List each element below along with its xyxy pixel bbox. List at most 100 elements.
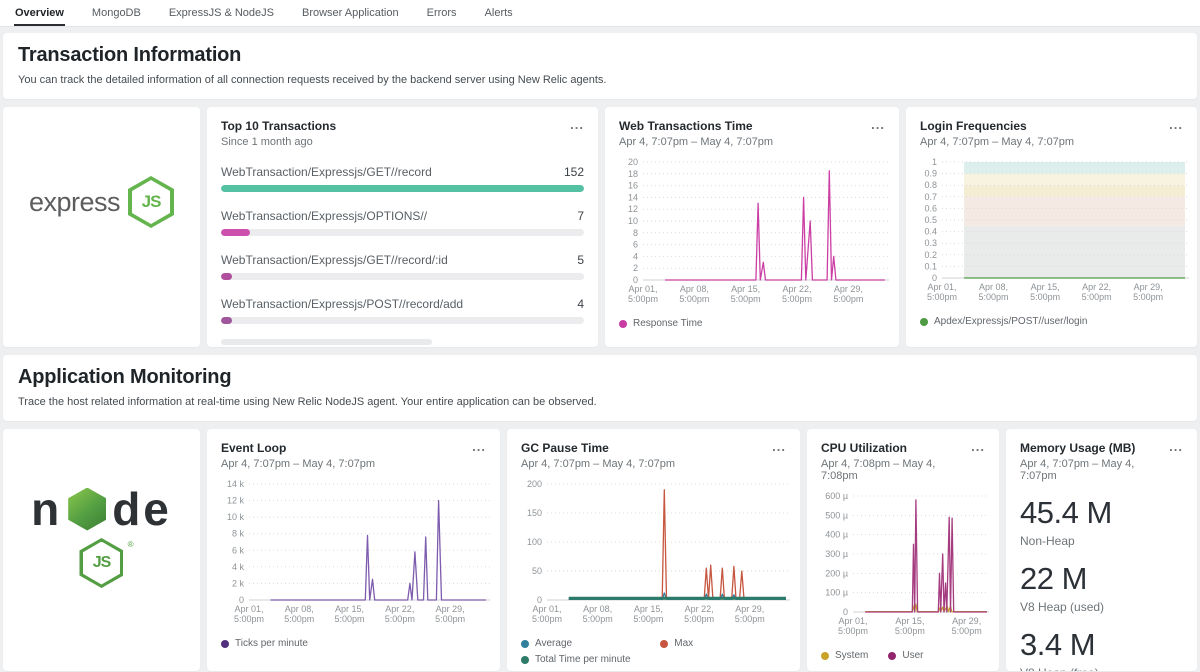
card-menu-button[interactable]: ... xyxy=(766,440,786,457)
metric-label: Non-Heap xyxy=(1020,534,1075,548)
svg-text:0: 0 xyxy=(239,595,244,605)
card-menu-button[interactable]: ... xyxy=(466,440,486,457)
tab-mongodb[interactable]: MongoDB xyxy=(91,7,142,26)
svg-text:5:00pm: 5:00pm xyxy=(838,626,868,636)
expressjs-hexagon-icon: JS xyxy=(128,176,175,228)
card-menu-button[interactable]: ... xyxy=(965,440,985,457)
gc-pause-time-card: GC Pause Time Apr 4, 7:07pm – May 4, 7:0… xyxy=(507,429,800,671)
nodejs-logo: n de JS ® xyxy=(31,486,172,588)
monitoring-section-subtitle: Trace the host related information at re… xyxy=(18,396,597,408)
svg-text:0.1: 0.1 xyxy=(924,261,937,271)
svg-text:16: 16 xyxy=(628,181,638,191)
metric-v8-heap-free: 3.4 M V8 Heap (free) xyxy=(1020,627,1183,671)
metric-v8-heap-used: 22 M V8 Heap (used) xyxy=(1020,561,1183,614)
svg-text:14: 14 xyxy=(628,192,638,202)
bar-track xyxy=(221,229,584,236)
top-10-transactions-card: Top 10 Transactions Since 1 month ago ..… xyxy=(207,107,598,347)
transaction-name: WebTransaction/Expressjs/GET//record/:id xyxy=(221,253,448,267)
registered-trademark-icon: ® xyxy=(127,540,134,549)
svg-text:Apr 29,: Apr 29, xyxy=(436,604,465,614)
chart-legend: Ticks per minute xyxy=(221,638,486,649)
svg-text:5:00pm: 5:00pm xyxy=(782,294,812,304)
monitoring-section-title: Application Monitoring xyxy=(18,366,232,388)
card-subtitle: Apr 4, 7:07pm – May 4, 7:07pm xyxy=(221,458,376,470)
svg-text:5:00pm: 5:00pm xyxy=(927,292,957,302)
cpu-utilization-card: CPU Utilization Apr 4, 7:08pm – May 4, 7… xyxy=(807,429,999,671)
card-title: Memory Usage (MB) xyxy=(1020,441,1136,455)
node-logo-text-n: n xyxy=(31,483,63,535)
card-menu-button[interactable]: ... xyxy=(1163,440,1183,457)
svg-text:600 µ: 600 µ xyxy=(825,492,848,501)
web-transactions-time-chart: 0 2 4 6 8 10 12 14 16 18 20 Apr 01, 5:00pm Apr 08, 5:0… xyxy=(619,157,889,311)
svg-text:5:00pm: 5:00pm xyxy=(385,614,415,624)
monitoring-section-header: Application Monitoring Trace the host re… xyxy=(3,355,1197,421)
svg-text:2: 2 xyxy=(633,263,638,273)
svg-text:Apr 15,: Apr 15, xyxy=(731,284,760,294)
svg-text:50: 50 xyxy=(532,566,542,576)
svg-text:200: 200 xyxy=(527,480,542,489)
tab-browser-application[interactable]: Browser Application xyxy=(301,7,400,26)
chart-legend: Average Max Total Time per minute xyxy=(521,638,786,665)
bar-track xyxy=(221,317,584,324)
svg-text:Apr 08,: Apr 08, xyxy=(680,284,709,294)
legend-dot-icon xyxy=(521,655,529,664)
node-logo-text-de: de xyxy=(112,483,172,535)
table-row[interactable]: WebTransaction/Expressjs/GET//record 152 xyxy=(221,165,584,192)
bar-fill xyxy=(221,273,232,280)
svg-text:Apr 08,: Apr 08, xyxy=(583,604,612,614)
bar-track xyxy=(221,185,584,192)
svg-text:6 k: 6 k xyxy=(232,545,245,555)
svg-text:5:00pm: 5:00pm xyxy=(979,292,1009,302)
card-menu-button[interactable]: ... xyxy=(1163,118,1183,135)
card-menu-button[interactable]: ... xyxy=(564,118,584,135)
svg-text:0: 0 xyxy=(537,595,542,605)
svg-text:500 µ: 500 µ xyxy=(825,510,848,520)
tab-alerts[interactable]: Alerts xyxy=(484,7,514,26)
svg-text:Apr 01,: Apr 01, xyxy=(628,284,657,294)
svg-text:Apr 29,: Apr 29, xyxy=(834,284,863,294)
chart-legend: Apdex/Expressjs/POST//user/login xyxy=(920,316,1183,327)
svg-text:5:00pm: 5:00pm xyxy=(731,294,761,304)
bar-fill xyxy=(221,317,232,324)
legend-item: Apdex/Expressjs/POST//user/login xyxy=(920,316,1087,327)
svg-text:0.2: 0.2 xyxy=(924,250,937,260)
svg-text:5:00pm: 5:00pm xyxy=(952,626,982,636)
nodejs-logo-card: n de JS ® xyxy=(3,429,200,671)
card-title: CPU Utilization xyxy=(821,441,907,455)
table-row[interactable]: WebTransaction/Expressjs/OPTIONS// 7 xyxy=(221,209,584,236)
svg-text:1: 1 xyxy=(932,158,937,167)
legend-dot-icon xyxy=(660,639,669,648)
tab-expressjs-nodejs[interactable]: ExpressJS & NodeJS xyxy=(168,7,275,26)
cpu-utilization-chart: 0 100 µ 200 µ 300 µ 400 µ 500 µ 600 µ Apr 01, 5:… xyxy=(821,491,989,643)
metric-value: 45.4 M xyxy=(1020,495,1112,530)
svg-text:Apr 08,: Apr 08, xyxy=(285,604,314,614)
transaction-count: 7 xyxy=(577,209,584,223)
legend-dot-icon xyxy=(619,319,627,328)
legend-label: Max xyxy=(674,638,694,649)
expressjs-logo: express JS xyxy=(29,176,175,228)
gc-pause-time-chart: 0 50 100 150 200 Apr 01, 5:00pm Apr 08, 5:00pm Ap… xyxy=(521,479,790,631)
svg-text:Apr 01,: Apr 01, xyxy=(234,604,263,614)
card-menu-button[interactable]: ... xyxy=(865,118,885,135)
tab-errors[interactable]: Errors xyxy=(426,7,458,26)
svg-text:0.3: 0.3 xyxy=(924,238,937,248)
legend-label: Total Time per minute xyxy=(535,654,631,665)
svg-text:Apr 15,: Apr 15, xyxy=(634,604,663,614)
metric-value: 22 M xyxy=(1020,561,1087,596)
table-row[interactable]: WebTransaction/Expressjs/POST//record/ad… xyxy=(221,297,584,324)
legend-item: Max xyxy=(660,638,779,649)
svg-text:Apr 29,: Apr 29, xyxy=(952,616,981,626)
legend-dot-icon xyxy=(920,317,928,326)
svg-text:5:00pm: 5:00pm xyxy=(435,614,465,624)
table-row[interactable]: WebTransaction/Expressjs/GET//record/:id… xyxy=(221,253,584,280)
card-title: Login Frequencies xyxy=(920,119,1027,133)
tab-overview[interactable]: Overview xyxy=(14,7,65,26)
svg-text:Apr 22,: Apr 22, xyxy=(385,604,414,614)
svg-text:2 k: 2 k xyxy=(232,578,245,588)
svg-text:100: 100 xyxy=(527,537,542,547)
svg-text:Apr 29,: Apr 29, xyxy=(1134,282,1163,292)
svg-text:150: 150 xyxy=(527,508,542,518)
svg-text:8: 8 xyxy=(633,228,638,238)
svg-text:0: 0 xyxy=(843,607,848,617)
